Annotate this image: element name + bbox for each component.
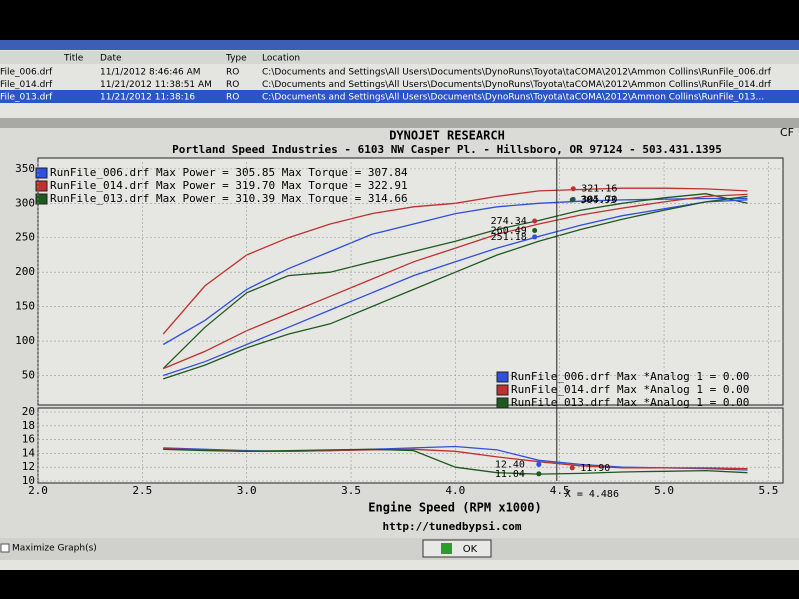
checkbox[interactable] — [0, 543, 10, 553]
legend-swatch — [35, 167, 48, 179]
y-tick-label: 250 — [15, 231, 35, 244]
separator — [0, 118, 799, 128]
y-tick-label: 100 — [15, 334, 35, 347]
x-tick-label: 5.0 — [654, 484, 674, 497]
series-line — [162, 195, 748, 380]
y-tick-label: 14 — [22, 446, 36, 459]
checkbox-label: Maximize Graph(s) — [12, 544, 97, 554]
legend-swatch — [35, 193, 48, 205]
chart-subtitle: Portland Speed Industries - 6103 NW Casp… — [172, 143, 722, 156]
annotation-label: 11.90 — [580, 463, 610, 474]
ok-button[interactable] — [422, 539, 492, 558]
annotation-point — [569, 197, 575, 203]
x-tick-label: 3.0 — [237, 484, 257, 497]
legend-swatch — [35, 180, 48, 192]
x-tick-label: 4.0 — [445, 484, 465, 497]
series-line — [162, 193, 748, 370]
cursor-label: X = 4.486 — [565, 489, 619, 500]
title-bar — [0, 40, 799, 50]
annotation-label: 321.16 — [581, 184, 617, 195]
table-cell: File_013.drf — [0, 93, 53, 103]
y-tick-label: 20 — [22, 405, 35, 418]
ok-icon — [441, 543, 452, 554]
table-cell: File_014.drf — [0, 80, 53, 90]
annotation-point — [570, 186, 576, 192]
table-header — [0, 51, 799, 64]
table-cell: 11/21/2012 11:38:16 — [100, 93, 195, 103]
x-axis-label: Engine Speed (RPM x1000) — [368, 501, 541, 515]
x-tick-label: 2.5 — [132, 484, 152, 497]
legend-label: RunFile_014.drf Max Power = 319.70 Max T… — [50, 179, 408, 192]
x-tick-label: 5.5 — [758, 484, 778, 497]
table-cell: RO — [226, 80, 239, 90]
column-header: Title — [63, 54, 84, 64]
legend-swatch — [496, 384, 509, 396]
button-bar — [0, 538, 799, 560]
y-tick-label: 350 — [15, 162, 35, 175]
annotation-label: 274.34 — [491, 216, 527, 227]
table-cell: RO — [226, 68, 239, 78]
column-header: Date — [100, 54, 122, 64]
table-cell: File_006.drf — [0, 68, 53, 78]
legend-label: RunFile_013.drf Max Power = 310.39 Max T… — [50, 192, 408, 205]
annotation-point — [536, 471, 542, 477]
x-tick-label: 2.0 — [28, 484, 48, 497]
series-line — [162, 193, 748, 370]
annotation-label: 251.18 — [491, 232, 527, 243]
annotation-label: 260.49 — [491, 226, 527, 237]
x-tick-label: 3.5 — [341, 484, 361, 497]
y-tick-label: 18 — [22, 419, 35, 432]
annotation-label: 11.04 — [495, 469, 525, 480]
y-tick-label: 200 — [15, 265, 35, 278]
legend-label: RunFile_013.drf Max *Analog 1 = 0.00 — [511, 396, 749, 409]
y-tick-label: 12 — [22, 460, 35, 473]
annotation-point — [532, 218, 538, 224]
annotation-point — [569, 465, 575, 471]
table-cell: C:\Documents and Settings\All Users\Docu… — [262, 68, 772, 78]
table-cell: 11/21/2012 11:38:51 AM — [100, 80, 212, 90]
column-header: Type — [225, 54, 247, 64]
ok-button-label: OK — [463, 544, 478, 555]
legend-label: RunFile_006.drf Max *Analog 1 = 0.00 — [511, 370, 749, 383]
annotation-point — [536, 461, 542, 467]
chart-title: DYNOJET RESEARCH — [389, 129, 505, 143]
url: http://tunedbypsi.com — [382, 520, 521, 533]
table-cell: RO — [226, 93, 239, 103]
annotation-point — [532, 228, 538, 234]
legend-swatch — [496, 397, 509, 409]
y-tick-label: 50 — [22, 368, 35, 381]
y-tick-label: 300 — [15, 196, 35, 209]
legend-swatch — [496, 371, 509, 383]
legend-label: RunFile_014.drf Max *Analog 1 = 0.00 — [511, 383, 749, 396]
annotation-label: 304.93 — [580, 195, 616, 206]
annotation-point — [532, 234, 538, 240]
x-tick-label: 4.5 — [550, 484, 570, 497]
y-tick-label: 150 — [15, 300, 35, 313]
column-header: Location — [262, 54, 300, 64]
annotation-label: 305.70 — [581, 194, 617, 205]
plot-area — [37, 407, 784, 484]
table-cell: 11/1/2012 8:46:46 AM — [100, 68, 201, 78]
legend-label: RunFile_006.drf Max Power = 305.85 Max T… — [50, 166, 408, 179]
corner-label: CF — [780, 126, 794, 139]
selected-row — [0, 90, 799, 103]
y-tick-label: 10 — [22, 474, 35, 487]
series-line — [162, 199, 748, 377]
table-cell: C:\Documents and Settings\All Users\Docu… — [262, 93, 764, 103]
y-tick-label: 16 — [22, 433, 35, 446]
series-line — [163, 448, 748, 475]
table-cell: C:\Documents and Settings\All Users\Docu… — [262, 80, 772, 90]
annotation-label: 12.40 — [495, 459, 525, 470]
